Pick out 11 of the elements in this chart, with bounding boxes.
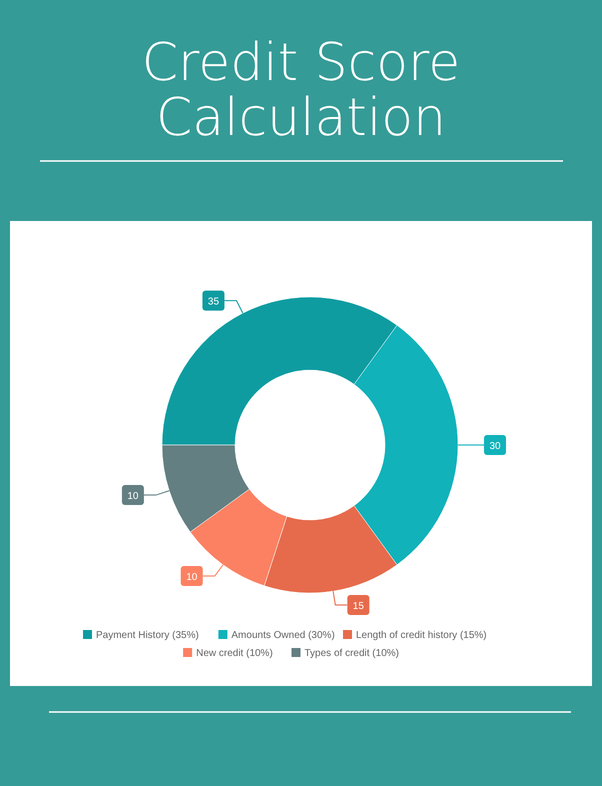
data-label: 30 [489, 441, 501, 452]
data-label: 15 [352, 601, 364, 612]
legend-label: Payment History (35%) [96, 630, 199, 641]
legend-label: Amounts Owned (30%) [231, 630, 335, 641]
data-label: 10 [186, 572, 198, 584]
legend-label: New credit (10%) [196, 648, 273, 659]
legend-label: Length of credit history (15%) [356, 630, 487, 641]
chart-title: Credit Score Calculation [142, 33, 460, 148]
data-label: 10 [127, 491, 139, 502]
data-label: 35 [208, 296, 220, 308]
legend-label: Types of credit (10%) [304, 648, 399, 659]
